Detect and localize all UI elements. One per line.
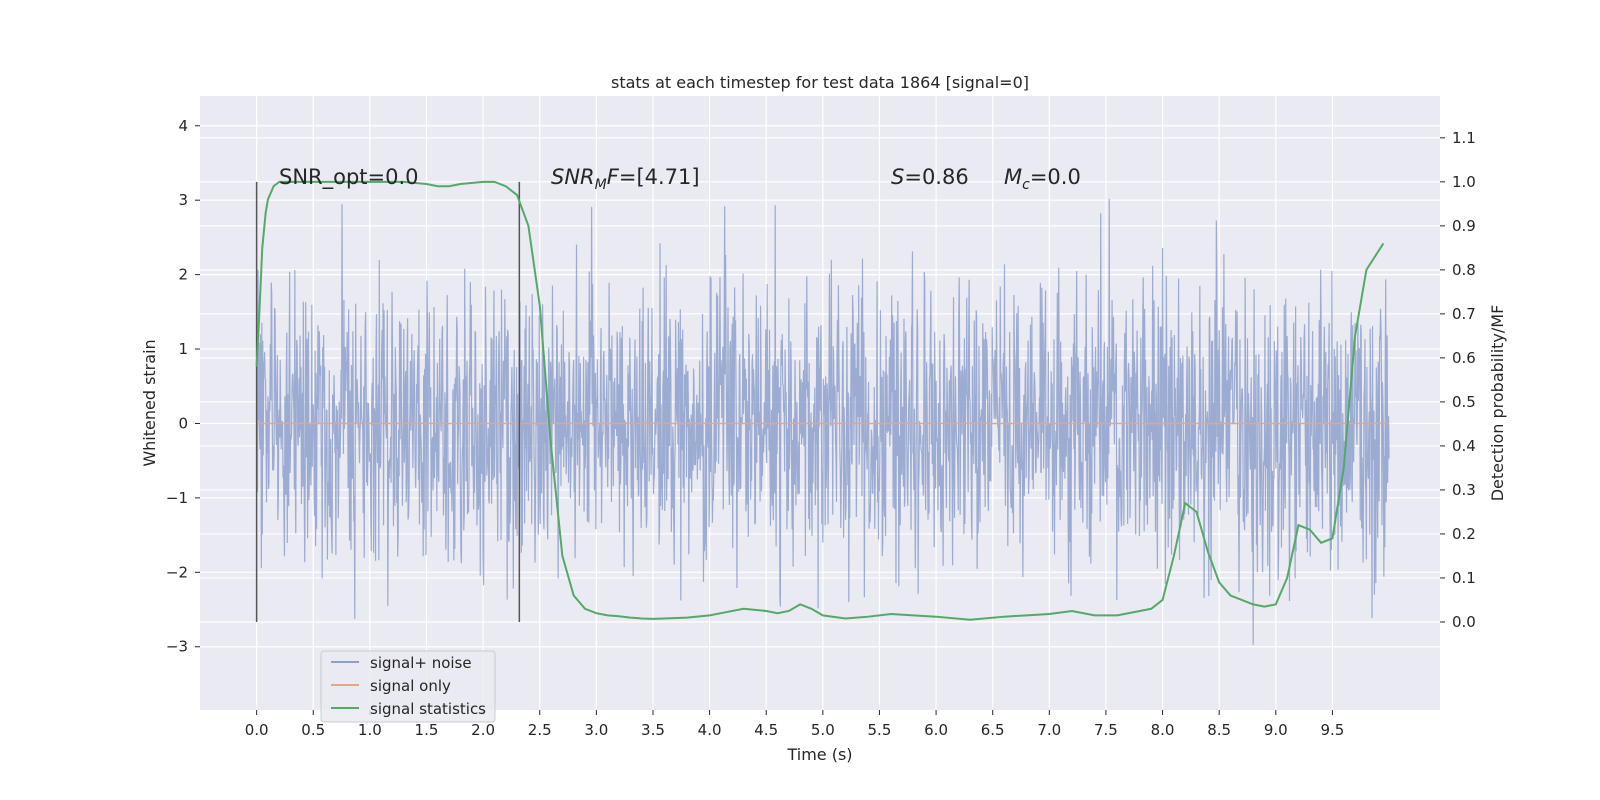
y-tick-label: −3 bbox=[166, 638, 188, 656]
y2-tick-label: 1.0 bbox=[1452, 173, 1476, 191]
y2-tick-label: 0.1 bbox=[1452, 569, 1476, 587]
x-tick-label: 5.0 bbox=[811, 721, 835, 739]
y-tick-label: 1 bbox=[178, 340, 188, 358]
y2-tick-label: 0.7 bbox=[1452, 305, 1476, 323]
x-tick-label: 7.0 bbox=[1037, 721, 1061, 739]
legend-label-signal-statistics: signal statistics bbox=[370, 700, 486, 718]
x-tick-label: 1.5 bbox=[415, 721, 439, 739]
y-tick-label: 2 bbox=[178, 266, 188, 284]
x-tick-label: 6.5 bbox=[981, 721, 1005, 739]
y2-tick-label: 0.2 bbox=[1452, 525, 1476, 543]
y2-tick-label: 1.1 bbox=[1452, 129, 1476, 147]
legend-label-signal-only: signal only bbox=[370, 677, 451, 695]
x-tick-label: 9.0 bbox=[1264, 721, 1288, 739]
ticks: 0.0 0.5 1.0 1.5 2.0 2.5 3.0 3.5 4.0 4.5 5.0 5.5 6.0 6… bbox=[166, 117, 1476, 739]
s-annotation: S=0.86 bbox=[891, 165, 969, 189]
x-tick-label: 8.0 bbox=[1151, 721, 1175, 739]
x-tick-label: 0.5 bbox=[301, 721, 325, 739]
y-tick-label: −1 bbox=[166, 489, 188, 507]
y2-axis-label: Detection probability/MF bbox=[1488, 305, 1507, 502]
x-tick-label: 4.0 bbox=[698, 721, 722, 739]
x-tick-label: 2.0 bbox=[471, 721, 495, 739]
signal-statistics-series bbox=[255, 180, 1385, 621]
x-tick-label: 3.0 bbox=[584, 721, 608, 739]
y-tick-label: 3 bbox=[178, 191, 188, 209]
signal-noise-series bbox=[256, 199, 1390, 645]
x-tick-label: 8.5 bbox=[1207, 721, 1231, 739]
y-tick-label: 0 bbox=[178, 414, 188, 432]
snr-mf-value: [4.71] bbox=[636, 165, 699, 189]
snr-mf-annotation: SNRMF=[4.71] bbox=[551, 165, 700, 193]
y2-tick-label: 0.6 bbox=[1452, 349, 1476, 367]
vertical-lines bbox=[255, 181, 521, 622]
snr-opt-annotation: SNR_opt=0.0 bbox=[279, 165, 419, 190]
y2-tick-label: 0.8 bbox=[1452, 261, 1476, 279]
x-tick-label: 9.5 bbox=[1320, 721, 1344, 739]
x-tick-label: 6.0 bbox=[924, 721, 948, 739]
y2-tick-label: 0.9 bbox=[1452, 217, 1476, 235]
x-axis-label: Time (s) bbox=[786, 745, 852, 764]
chart-title: stats at each timestep for test data 186… bbox=[611, 73, 1029, 92]
y2-tick-label: 0.5 bbox=[1452, 393, 1476, 411]
x-tick-label: 7.5 bbox=[1094, 721, 1118, 739]
legend: signal+ noise signal only signal statist… bbox=[320, 650, 496, 723]
signal-statistics-line bbox=[255, 180, 1385, 621]
legend-label-signal-noise: signal+ noise bbox=[370, 654, 472, 672]
signal-noise-line bbox=[256, 199, 1390, 645]
y2-tick-label: 0.0 bbox=[1452, 613, 1476, 631]
y2-tick-label: 0.4 bbox=[1452, 437, 1476, 455]
x-tick-label: 5.5 bbox=[868, 721, 892, 739]
x-tick-label: 0.0 bbox=[245, 721, 269, 739]
y-tick-label: −2 bbox=[166, 563, 188, 581]
mc-value: =0.0 bbox=[1030, 165, 1081, 189]
y-tick-label: 4 bbox=[178, 117, 188, 135]
x-tick-label: 2.5 bbox=[528, 721, 552, 739]
x-tick-label: 3.5 bbox=[641, 721, 665, 739]
x-tick-label: 4.5 bbox=[754, 721, 778, 739]
y2-tick-label: 0.3 bbox=[1452, 481, 1476, 499]
x-tick-label: 1.0 bbox=[358, 721, 382, 739]
mc-annotation: Mc=0.0 bbox=[1004, 165, 1081, 193]
y-axis-label: Whitened strain bbox=[140, 339, 159, 466]
legend-box bbox=[320, 650, 496, 723]
s-value: =0.86 bbox=[904, 165, 968, 189]
